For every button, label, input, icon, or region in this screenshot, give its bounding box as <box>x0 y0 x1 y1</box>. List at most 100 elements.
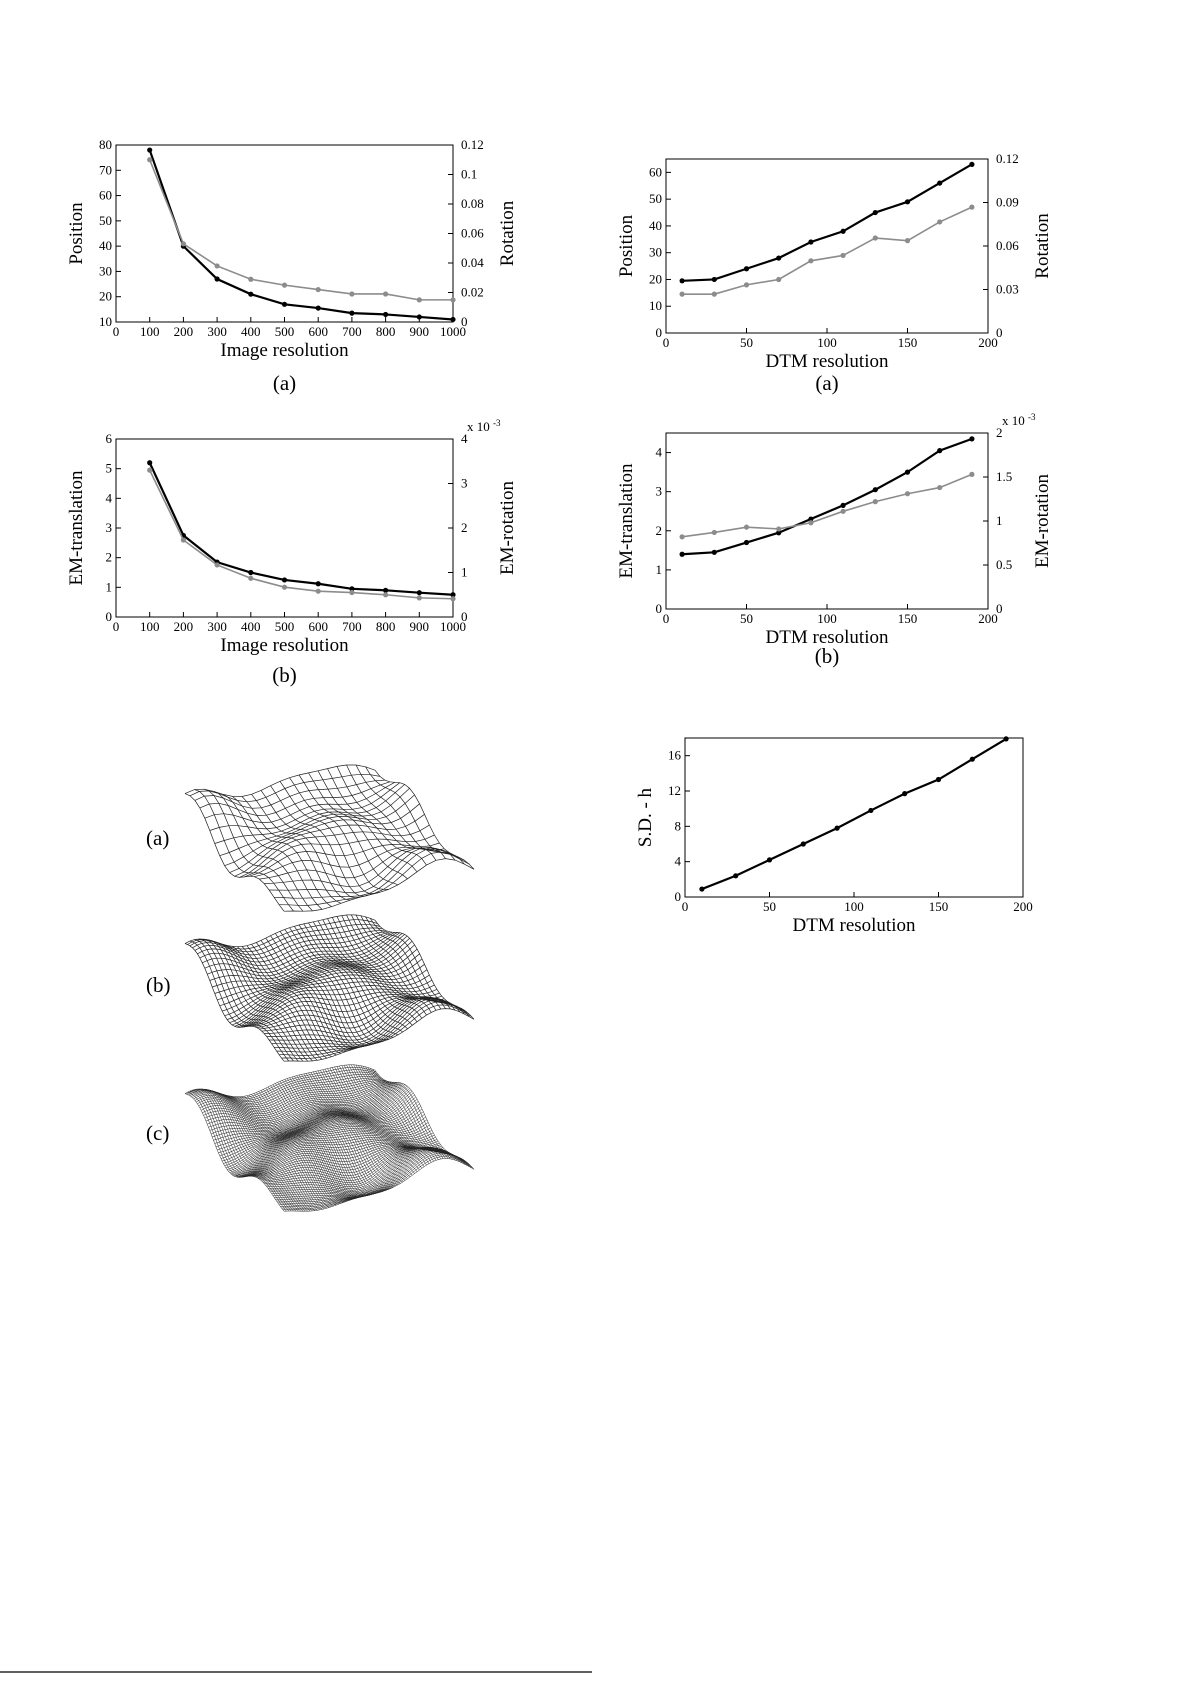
x-tick-label: 800 <box>376 619 396 634</box>
mesh-line <box>275 1148 466 1201</box>
x-tick-label: 150 <box>898 335 918 350</box>
series-marker <box>800 841 806 847</box>
series-marker <box>840 252 846 259</box>
x-tick-label: 300 <box>207 619 227 634</box>
y-tick-label: 30 <box>649 245 662 260</box>
mesh-line <box>246 988 438 1027</box>
mesh-line <box>271 997 462 1046</box>
mesh-line <box>329 1067 430 1164</box>
mesh-line <box>289 927 389 1040</box>
series-marker <box>315 305 321 311</box>
series-marker <box>902 791 908 797</box>
y2-exponent: -3 <box>493 418 501 428</box>
series-marker <box>743 266 750 272</box>
mesh-line <box>324 1068 425 1167</box>
mesh-line <box>310 1072 411 1178</box>
mesh-line <box>360 1065 460 1163</box>
mesh-line <box>274 848 465 899</box>
series-marker <box>969 756 975 762</box>
mesh-line <box>289 1077 389 1190</box>
mesh-line <box>355 764 456 861</box>
mesh-line <box>308 1072 408 1179</box>
y2-tick-label: 0.02 <box>461 285 484 300</box>
x-tick-label: 200 <box>978 611 998 626</box>
series-marker <box>904 469 911 475</box>
y2-tick-label: 3 <box>461 476 468 491</box>
x-tick-label: 200 <box>174 324 194 339</box>
mesh-line <box>372 1069 472 1169</box>
series-marker <box>248 569 254 576</box>
y-tick-label: 0 <box>656 601 663 616</box>
series-marker <box>743 539 750 546</box>
y2-tick-label: 0 <box>461 609 468 624</box>
y-tick-label: 8 <box>675 818 682 833</box>
y2-tick-label: 0 <box>996 325 1003 340</box>
series-marker <box>969 161 975 167</box>
y2-tick-label: 0 <box>461 314 468 329</box>
mesh-line <box>327 1068 427 1166</box>
series-marker <box>776 255 782 261</box>
mesh-line <box>243 1132 434 1178</box>
y2-tick-label: 1 <box>996 513 1003 528</box>
y-tick-label: 4 <box>675 854 682 869</box>
x-tick-label: 0 <box>663 335 670 350</box>
mesh-line <box>251 1145 442 1177</box>
mesh-line <box>283 858 475 912</box>
chart: 0 100 200 300 400 500 600 700 800 900 100010203040… <box>66 137 518 395</box>
y2-tick-label: 1 <box>461 565 468 580</box>
caption: (a) <box>273 371 296 395</box>
mesh-line <box>320 1070 420 1171</box>
series-marker <box>937 180 943 186</box>
mesh-line <box>244 1134 435 1178</box>
y-tick-label: 50 <box>649 191 662 206</box>
series-line <box>148 149 454 321</box>
x-tick-label: 0 <box>113 324 120 339</box>
y2-tick-label: 2 <box>461 520 468 535</box>
mesh-line <box>244 984 435 1028</box>
x-tick-label: 700 <box>342 324 362 339</box>
y2-tick-label: 1.5 <box>996 469 1012 484</box>
y-axis-label: Position <box>66 202 87 265</box>
series-marker <box>872 487 878 493</box>
series-marker <box>315 588 321 594</box>
x-tick-label: 0 <box>113 619 120 634</box>
mesh-line <box>241 1129 433 1178</box>
x-tick-label: 900 <box>410 324 430 339</box>
mesh-line <box>250 1144 441 1177</box>
x-tick-label: 300 <box>207 324 227 339</box>
y2-tick-label: 0.09 <box>996 195 1019 210</box>
x-axis-label: DTM resolution <box>766 627 889 648</box>
series-marker <box>937 448 943 454</box>
y-tick-label: 4 <box>656 445 663 460</box>
y-tick-label: 60 <box>99 188 112 203</box>
chart: 0 100 200 300 400 500 600 700 800 900 100001234560… <box>66 418 518 687</box>
x-tick-label: 700 <box>342 619 362 634</box>
series-marker <box>937 219 943 225</box>
series-marker <box>679 534 685 540</box>
y-tick-label: 40 <box>99 238 112 253</box>
y-axis-label: EM-translation <box>616 463 637 579</box>
mesh-line <box>284 1079 384 1192</box>
mesh-line <box>249 1142 440 1177</box>
series-marker <box>937 484 943 491</box>
y-tick-label: 2 <box>106 550 113 565</box>
y2-tick-label: 2 <box>996 425 1003 440</box>
x-tick-label: 900 <box>410 619 430 634</box>
caption: (a) <box>815 371 838 395</box>
chart: 0 50 100 150 200010203040506000.030.060.090.… <box>616 151 1053 395</box>
y-tick-label: 0 <box>675 889 682 904</box>
y-tick-label: 6 <box>106 431 113 446</box>
series-marker <box>450 297 456 303</box>
mesh-line <box>239 1124 430 1178</box>
series-marker <box>214 263 220 269</box>
y2-tick-label: 0.1 <box>461 167 477 182</box>
mesh-line <box>308 922 408 1030</box>
series-marker <box>733 873 739 879</box>
mesh-line <box>312 921 413 1026</box>
series-marker <box>808 520 814 526</box>
y2-tick-label: 0.12 <box>996 151 1019 166</box>
series-marker <box>248 276 254 282</box>
